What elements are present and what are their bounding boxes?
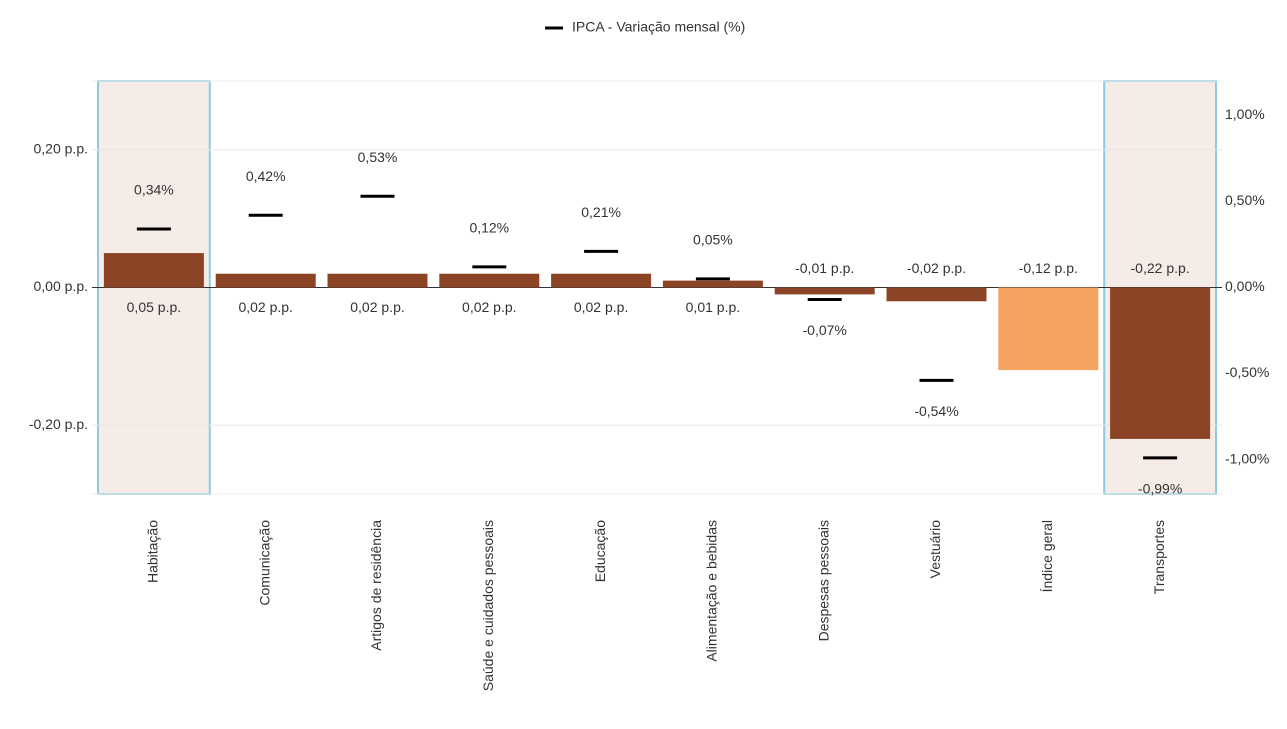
marker-value-label: 0,21% <box>581 204 621 220</box>
bar <box>103 253 204 288</box>
bar <box>439 273 540 288</box>
marker-value-label: -0,54% <box>914 403 958 419</box>
legend-label: IPCA - Variação mensal (%) <box>572 19 745 35</box>
bar-value-label: 0,02 p.p. <box>238 299 293 315</box>
marker-value-label: 0,42% <box>246 168 286 184</box>
marker-value-label: 0,34% <box>134 182 174 198</box>
bar <box>774 287 875 295</box>
bar <box>1110 287 1211 439</box>
x-tick-label: Saúde e cuidados pessoais <box>480 520 496 691</box>
bar-value-label: 0,05 p.p. <box>127 299 182 315</box>
bar-value-label: -0,01 p.p. <box>795 260 854 276</box>
x-tick-label: Índice geral <box>1039 520 1055 592</box>
x-tick-label: Vestuário <box>927 520 943 579</box>
bar <box>215 273 316 288</box>
x-tick-label: Transportes <box>1151 520 1167 594</box>
bar <box>886 287 987 302</box>
y2-tick-label: -0,50% <box>1225 364 1269 380</box>
bar <box>998 287 1099 371</box>
y2-tick-label: 0,50% <box>1225 192 1265 208</box>
bar-value-label: 0,01 p.p. <box>686 299 741 315</box>
bar <box>327 273 428 288</box>
marker-value-label: 0,12% <box>469 220 509 236</box>
bar-value-label: -0,02 p.p. <box>907 260 966 276</box>
x-tick-label: Despesas pessoais <box>815 520 831 641</box>
marker-value-label: 0,53% <box>358 149 398 165</box>
bar-value-label: 0,02 p.p. <box>350 299 405 315</box>
bar <box>551 273 652 288</box>
y-tick-label: -0,20 p.p. <box>29 416 88 432</box>
x-tick-label: Artigos de residência <box>368 520 384 651</box>
marker-value-label: -0,07% <box>803 322 847 338</box>
x-tick-label: Habitação <box>145 520 161 583</box>
y-tick-label: 0,00 p.p. <box>34 278 89 294</box>
x-tick-label: Alimentação e bebidas <box>704 520 720 662</box>
y2-tick-label: -1,00% <box>1225 450 1269 466</box>
bar <box>662 280 763 288</box>
bar-value-label: 0,02 p.p. <box>462 299 517 315</box>
x-tick-label: Educação <box>592 520 608 582</box>
x-tick-label: Comunicação <box>256 520 272 606</box>
marker-value-label: -0,99% <box>1138 481 1182 497</box>
bar-value-label: 0,02 p.p. <box>574 299 629 315</box>
y2-tick-label: 1,00% <box>1225 106 1265 122</box>
marker-value-label: 0,05% <box>693 232 733 248</box>
y2-tick-label: 0,00% <box>1225 278 1265 294</box>
bar-value-label: -0,22 p.p. <box>1131 260 1190 276</box>
y-tick-label: 0,20 p.p. <box>34 141 89 157</box>
bar-value-label: -0,12 p.p. <box>1019 260 1078 276</box>
